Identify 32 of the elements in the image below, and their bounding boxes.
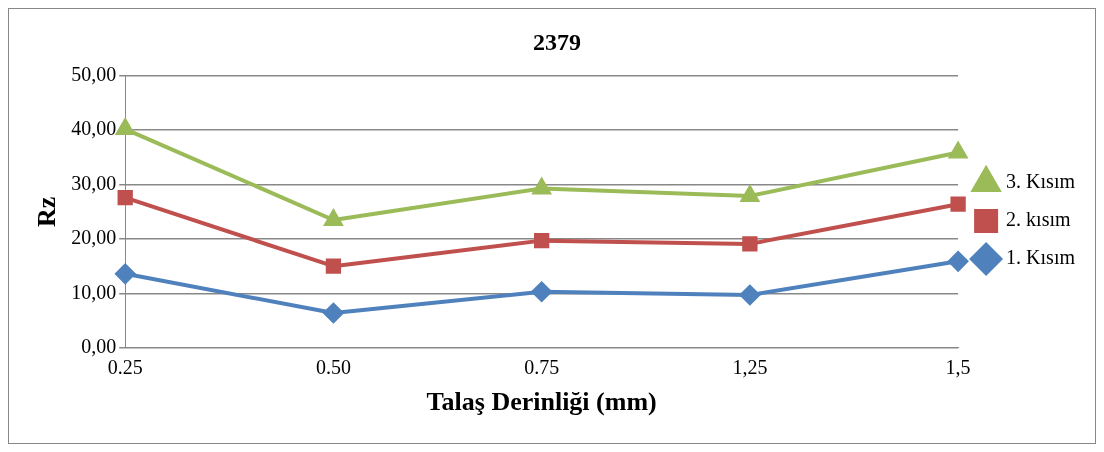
y-tick-label: 40,00 <box>71 117 117 140</box>
point <box>117 190 133 206</box>
legend-label: 2. kısım <box>1006 208 1071 231</box>
point <box>740 186 759 203</box>
y-tick-label: 10,00 <box>71 280 117 303</box>
x-tick-label: 0.25 <box>107 356 143 379</box>
point <box>534 232 550 249</box>
chart-title: 2379 <box>533 28 581 55</box>
x-axis-title: Talaş Derinliği (mm) <box>426 387 657 417</box>
point <box>116 119 135 136</box>
point <box>324 209 343 226</box>
point <box>742 236 758 252</box>
point <box>323 302 344 323</box>
y-axis-title: Rz <box>32 196 62 227</box>
legend-label: 3. Kısım <box>1006 170 1076 193</box>
y-tick-label: 30,00 <box>71 171 117 194</box>
x-tick-label: 1,5 <box>945 356 971 379</box>
point <box>950 196 966 212</box>
point <box>115 263 136 284</box>
legend-label: 1. Kısım <box>1006 246 1076 269</box>
point <box>948 251 969 272</box>
point <box>739 285 760 306</box>
point <box>531 281 552 302</box>
point <box>532 178 551 195</box>
y-tick-label: 0,00 <box>81 335 117 358</box>
point <box>949 142 968 159</box>
x-tick-label: 0.75 <box>524 356 560 379</box>
y-tick-label: 20,00 <box>71 226 117 249</box>
y-tick-label: 50,00 <box>71 63 117 86</box>
x-tick-label: 0.50 <box>315 356 351 379</box>
x-tick-label: 1,25 <box>732 356 768 379</box>
point <box>325 258 342 274</box>
